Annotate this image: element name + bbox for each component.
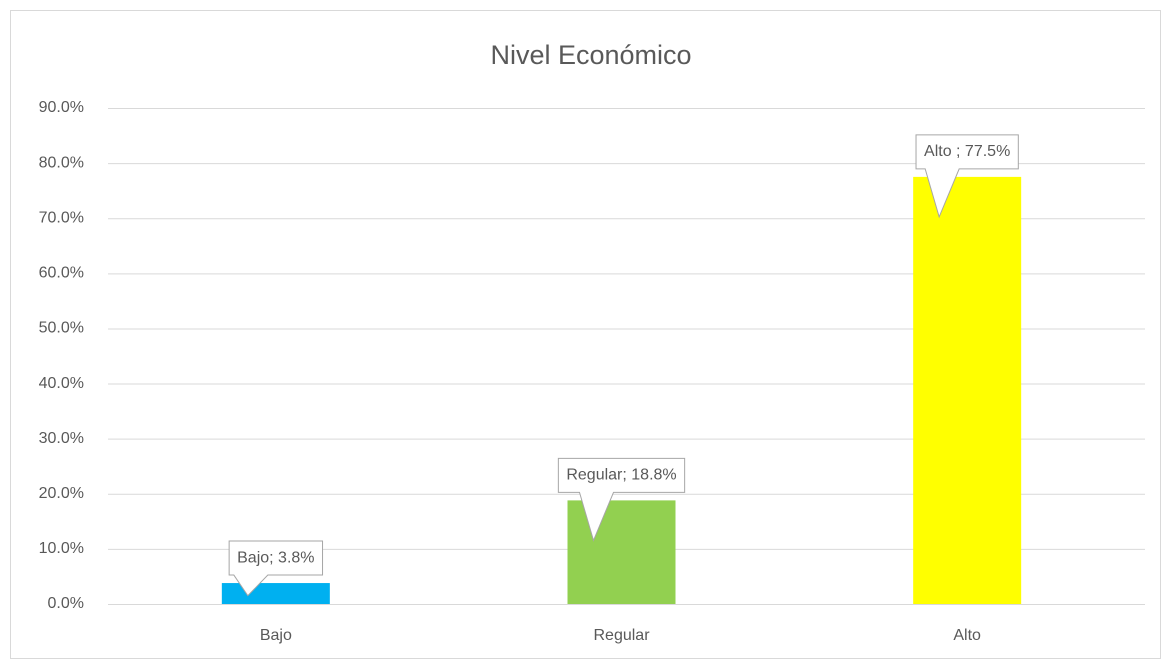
data-label-callout xyxy=(228,540,324,597)
y-tick-label: 90.0% xyxy=(39,99,84,116)
data-label: Bajo; 3.8% xyxy=(237,549,314,566)
y-tick-label: 50.0% xyxy=(39,320,84,337)
bar xyxy=(913,176,1022,604)
bar xyxy=(567,500,676,604)
y-tick-label: 70.0% xyxy=(39,209,84,226)
x-tick-label: Bajo xyxy=(260,627,292,644)
data-label: Alto ; 77.5% xyxy=(924,143,1010,160)
x-tick-label: Regular xyxy=(593,627,650,644)
y-tick-label: 60.0% xyxy=(39,265,84,282)
data-label-callout xyxy=(557,457,686,542)
y-tick-label: 10.0% xyxy=(39,540,84,557)
data-label-callout xyxy=(915,134,1019,219)
y-tick-label: 40.0% xyxy=(39,375,84,392)
bar xyxy=(221,583,330,604)
y-tick-label: 0.0% xyxy=(48,595,84,612)
y-tick-label: 30.0% xyxy=(39,430,84,447)
chart-title: Nivel Económico xyxy=(490,40,691,70)
y-tick-label: 80.0% xyxy=(39,154,84,171)
y-tick-label: 20.0% xyxy=(39,485,84,502)
data-label: Regular; 18.8% xyxy=(566,467,676,484)
x-tick-label: Alto xyxy=(953,627,981,644)
